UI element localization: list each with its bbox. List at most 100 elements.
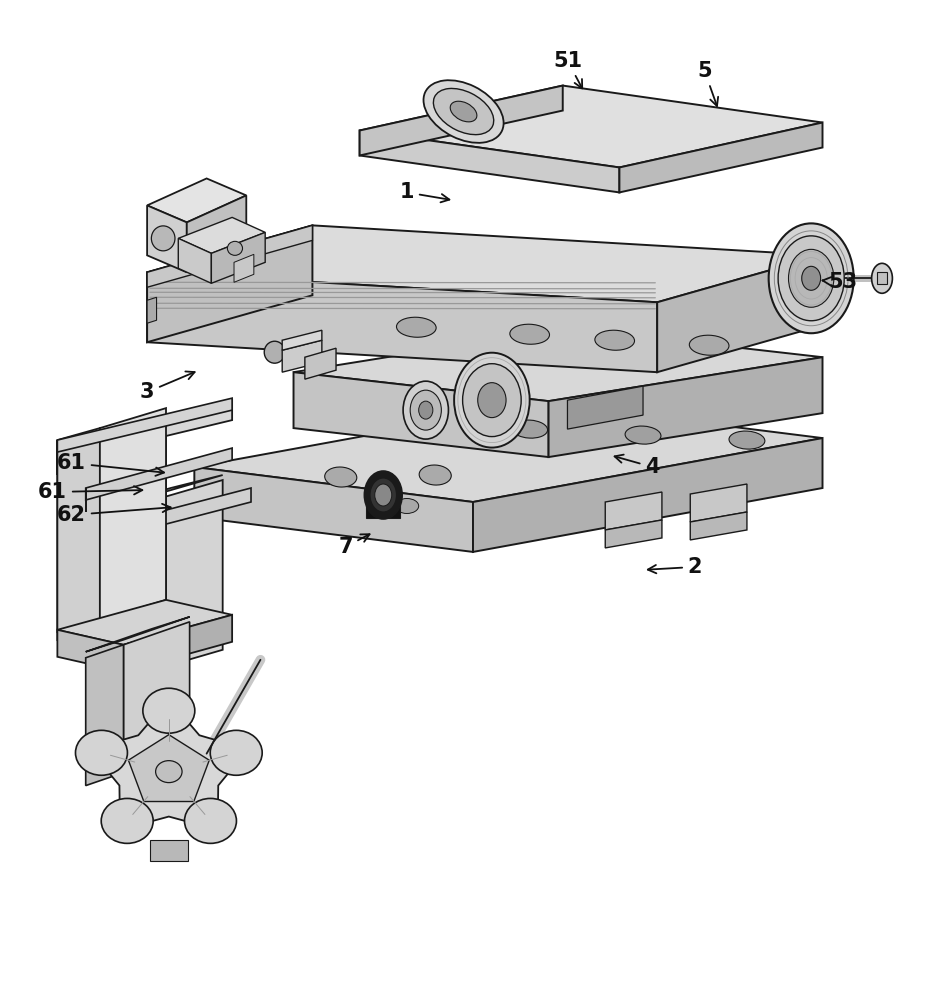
Polygon shape: [86, 418, 166, 632]
Polygon shape: [359, 131, 620, 192]
Ellipse shape: [690, 335, 729, 355]
Polygon shape: [96, 502, 148, 685]
Polygon shape: [148, 225, 312, 287]
Ellipse shape: [454, 353, 530, 448]
Text: 62: 62: [57, 504, 170, 525]
Polygon shape: [605, 492, 662, 530]
Ellipse shape: [411, 390, 442, 430]
Ellipse shape: [151, 226, 175, 251]
Ellipse shape: [450, 101, 477, 122]
Polygon shape: [282, 330, 322, 350]
Ellipse shape: [227, 241, 242, 255]
Text: 51: 51: [552, 51, 582, 88]
Ellipse shape: [595, 330, 635, 350]
Polygon shape: [359, 86, 563, 155]
Ellipse shape: [463, 364, 521, 437]
Text: 4: 4: [615, 455, 659, 477]
Polygon shape: [305, 348, 336, 379]
Polygon shape: [657, 255, 822, 372]
Polygon shape: [148, 480, 222, 672]
Polygon shape: [178, 238, 211, 283]
Polygon shape: [359, 86, 822, 167]
Polygon shape: [234, 254, 254, 282]
Ellipse shape: [424, 80, 503, 143]
Ellipse shape: [403, 381, 448, 439]
Polygon shape: [568, 386, 643, 429]
Ellipse shape: [143, 688, 195, 733]
Polygon shape: [473, 438, 822, 552]
Polygon shape: [293, 328, 822, 401]
Polygon shape: [86, 645, 124, 786]
Polygon shape: [96, 475, 222, 510]
Polygon shape: [148, 297, 156, 323]
Polygon shape: [620, 123, 822, 192]
Polygon shape: [58, 398, 232, 452]
Polygon shape: [124, 622, 189, 773]
Text: 61: 61: [38, 482, 142, 502]
Text: 5: 5: [697, 61, 718, 106]
Ellipse shape: [184, 798, 236, 843]
Ellipse shape: [395, 499, 419, 513]
Ellipse shape: [779, 236, 844, 321]
Ellipse shape: [625, 426, 661, 444]
Text: 53: 53: [822, 272, 858, 292]
Polygon shape: [549, 357, 822, 457]
Ellipse shape: [801, 266, 820, 290]
Ellipse shape: [433, 88, 494, 135]
Polygon shape: [148, 205, 186, 272]
Polygon shape: [90, 700, 248, 830]
Polygon shape: [58, 630, 124, 672]
Text: 1: 1: [399, 182, 449, 202]
Polygon shape: [124, 615, 232, 672]
Ellipse shape: [419, 401, 433, 419]
Ellipse shape: [370, 478, 396, 512]
Ellipse shape: [375, 484, 392, 506]
Ellipse shape: [729, 431, 765, 449]
Ellipse shape: [76, 730, 128, 775]
Text: 2: 2: [648, 557, 702, 577]
Polygon shape: [877, 272, 886, 284]
Polygon shape: [129, 735, 209, 802]
Ellipse shape: [210, 730, 262, 775]
Ellipse shape: [478, 383, 506, 418]
Ellipse shape: [419, 465, 451, 485]
Polygon shape: [100, 408, 166, 620]
Polygon shape: [86, 617, 189, 652]
Ellipse shape: [264, 341, 285, 363]
Polygon shape: [58, 428, 100, 632]
Polygon shape: [148, 178, 246, 222]
Polygon shape: [211, 232, 265, 283]
Text: 7: 7: [339, 534, 370, 557]
Polygon shape: [186, 195, 246, 272]
Polygon shape: [148, 225, 822, 302]
Ellipse shape: [408, 413, 444, 431]
Polygon shape: [148, 272, 657, 372]
Ellipse shape: [789, 249, 833, 307]
Ellipse shape: [510, 324, 550, 344]
Polygon shape: [58, 400, 232, 462]
Polygon shape: [148, 225, 312, 342]
Ellipse shape: [364, 471, 402, 519]
Ellipse shape: [769, 223, 853, 333]
Polygon shape: [58, 600, 232, 645]
Ellipse shape: [871, 263, 892, 293]
Text: 61: 61: [57, 453, 164, 476]
Ellipse shape: [396, 317, 436, 337]
Polygon shape: [605, 520, 662, 548]
Polygon shape: [178, 217, 265, 253]
Polygon shape: [86, 448, 232, 500]
Polygon shape: [366, 495, 400, 518]
Polygon shape: [58, 435, 86, 640]
Polygon shape: [148, 488, 251, 529]
Ellipse shape: [324, 467, 357, 487]
Ellipse shape: [512, 420, 548, 438]
Text: 3: 3: [140, 371, 195, 402]
Ellipse shape: [155, 761, 182, 783]
Polygon shape: [150, 840, 187, 861]
Polygon shape: [293, 372, 549, 457]
Polygon shape: [194, 467, 473, 552]
Polygon shape: [194, 403, 822, 502]
Polygon shape: [282, 340, 322, 372]
Polygon shape: [691, 512, 747, 540]
Ellipse shape: [101, 798, 153, 843]
